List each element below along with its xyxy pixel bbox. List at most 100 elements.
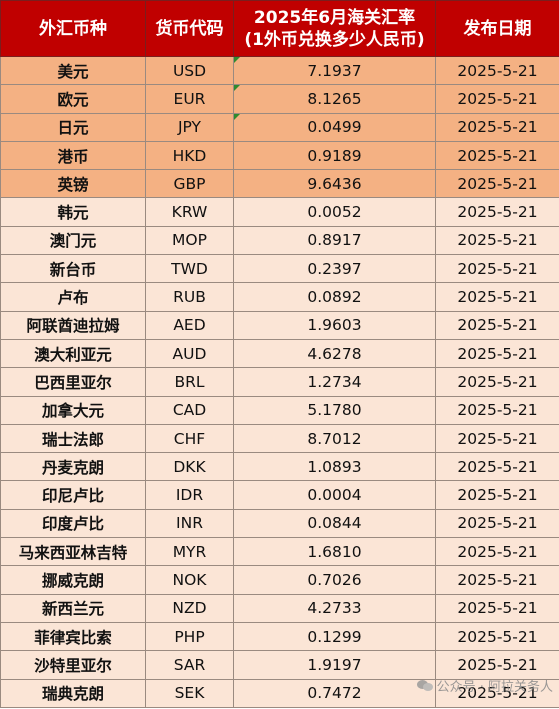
currency-name-cell: 瑞士法郎 [0, 423, 146, 454]
currency-name-cell: 卢布 [0, 282, 146, 312]
currency-name-cell: 挪威克朗 [0, 565, 146, 595]
exchange-rate-cell: 0.2397 [233, 254, 436, 284]
exchange-rate-cell: 8.1265 [233, 84, 436, 114]
currency-code-cell: TWD [145, 254, 234, 284]
exchange-rate-value: 0.0499 [307, 118, 362, 137]
exchange-rate-cell: 7.1937 [233, 55, 436, 86]
exchange-rate-value: 8.1265 [307, 89, 362, 108]
currency-code-cell: GBP [145, 169, 234, 199]
table-row: 印尼卢比 IDR 0.0004 2025-5-21 [0, 480, 559, 510]
publish-date-cell: 2025-5-21 [435, 310, 559, 340]
exchange-rate-cell: 4.6278 [233, 338, 436, 369]
table-row: 新西兰元 NZD 4.2733 2025-5-21 [0, 593, 559, 623]
publish-date-cell: 2025-5-21 [435, 84, 559, 114]
table-row: 新台币 TWD 0.2397 2025-5-21 [0, 254, 559, 284]
publish-date-cell: 2025-5-21 [435, 55, 559, 86]
currency-name-cell: 丹麦克朗 [0, 452, 146, 482]
publish-date-cell: 2025-5-21 [435, 480, 559, 510]
publish-date-cell: 2025-5-21 [435, 282, 559, 312]
currency-code-cell: MOP [145, 225, 234, 256]
currency-name-cell: 日元 [0, 112, 146, 142]
table-row: 丹麦克朗 DKK 1.0893 2025-5-21 [0, 452, 559, 482]
exchange-rate-cell: 1.2734 [233, 367, 436, 397]
exchange-rate-cell: 8.7012 [233, 423, 436, 454]
currency-name-cell: 阿联酋迪拉姆 [0, 310, 146, 340]
currency-code-cell: CAD [145, 395, 234, 425]
exchange-rate-cell: 0.0052 [233, 197, 436, 227]
comment-indicator-icon [234, 114, 240, 120]
table-row: 澳门元 MOP 0.8917 2025-5-21 [0, 225, 559, 256]
exchange-rate-cell: 0.7026 [233, 565, 436, 595]
exchange-rate-cell: 0.8917 [233, 225, 436, 256]
header-rate-subtitle: (1外币兑换多少人民币) [244, 29, 425, 50]
publish-date-cell: 2025-5-21 [435, 423, 559, 454]
table-row: 澳大利亚元 AUD 4.6278 2025-5-21 [0, 338, 559, 369]
publish-date-cell: 2025-5-21 [435, 537, 559, 567]
exchange-rate-cell: 0.0499 [233, 112, 436, 142]
currency-name-cell: 马来西亚林吉特 [0, 537, 146, 567]
currency-name-cell: 菲律宾比索 [0, 621, 146, 652]
table-row: 瑞典克朗 SEK 0.7472 2025-5-21 [0, 678, 559, 708]
currency-code-cell: HKD [145, 140, 234, 171]
currency-code-cell: INR [145, 508, 234, 539]
exchange-rate-cell: 0.0844 [233, 508, 436, 539]
publish-date-cell: 2025-5-21 [435, 112, 559, 142]
currency-name-cell: 新台币 [0, 254, 146, 284]
publish-date-cell: 2025-5-21 [435, 508, 559, 539]
currency-name-cell: 巴西里亚尔 [0, 367, 146, 397]
header-currency-code: 货币代码 [145, 0, 234, 57]
currency-code-cell: KRW [145, 197, 234, 227]
publish-date-cell: 2025-5-21 [435, 197, 559, 227]
exchange-rate-cell: 1.6810 [233, 537, 436, 567]
table-row: 韩元 KRW 0.0052 2025-5-21 [0, 197, 559, 227]
currency-name-cell: 新西兰元 [0, 593, 146, 623]
table-row: 马来西亚林吉特 MYR 1.6810 2025-5-21 [0, 537, 559, 567]
table-row: 印度卢比 INR 0.0844 2025-5-21 [0, 508, 559, 539]
exchange-rate-cell: 1.9197 [233, 650, 436, 680]
exchange-rate-cell: 1.9603 [233, 310, 436, 340]
header-rate-title: 2025年6月海关汇率 [253, 7, 416, 28]
table-row: 阿联酋迪拉姆 AED 1.9603 2025-5-21 [0, 310, 559, 340]
publish-date-cell: 2025-5-21 [435, 593, 559, 623]
table-row: 瑞士法郎 CHF 8.7012 2025-5-21 [0, 423, 559, 454]
table-row: 巴西里亚尔 BRL 1.2734 2025-5-21 [0, 367, 559, 397]
table-row: 菲律宾比索 PHP 0.1299 2025-5-21 [0, 621, 559, 652]
currency-code-cell: NZD [145, 593, 234, 623]
table-row: 欧元 EUR 8.1265 2025-5-21 [0, 84, 559, 114]
publish-date-cell: 2025-5-21 [435, 621, 559, 652]
publish-date-cell: 2025-5-21 [435, 254, 559, 284]
table-row: 沙特里亚尔 SAR 1.9197 2025-5-21 [0, 650, 559, 680]
currency-code-cell: MYR [145, 537, 234, 567]
currency-name-cell: 英镑 [0, 169, 146, 199]
currency-name-cell: 印尼卢比 [0, 480, 146, 510]
publish-date-cell: 2025-5-21 [435, 140, 559, 171]
comment-indicator-icon [234, 57, 240, 63]
currency-code-cell: BRL [145, 367, 234, 397]
currency-name-cell: 韩元 [0, 197, 146, 227]
exchange-rate-cell: 1.0893 [233, 452, 436, 482]
currency-code-cell: EUR [145, 84, 234, 114]
publish-date-cell: 2025-5-21 [435, 338, 559, 369]
exchange-rate-cell: 0.9189 [233, 140, 436, 171]
publish-date-cell: 2025-5-21 [435, 678, 559, 708]
publish-date-cell: 2025-5-21 [435, 367, 559, 397]
table-row: 加拿大元 CAD 5.1780 2025-5-21 [0, 395, 559, 425]
currency-code-cell: USD [145, 55, 234, 86]
table-row: 挪威克朗 NOK 0.7026 2025-5-21 [0, 565, 559, 595]
currency-name-cell: 瑞典克朗 [0, 678, 146, 708]
currency-code-cell: AED [145, 310, 234, 340]
currency-name-cell: 沙特里亚尔 [0, 650, 146, 680]
publish-date-cell: 2025-5-21 [435, 650, 559, 680]
exchange-rate-cell: 9.6436 [233, 169, 436, 199]
currency-code-cell: NOK [145, 565, 234, 595]
header-currency-name: 外汇币种 [0, 0, 146, 57]
publish-date-cell: 2025-5-21 [435, 395, 559, 425]
table-row: 美元 USD 7.1937 2025-5-21 [0, 55, 559, 86]
exchange-rate-cell: 0.0892 [233, 282, 436, 312]
exchange-rate-cell: 0.7472 [233, 678, 436, 708]
exchange-rate-cell: 0.0004 [233, 480, 436, 510]
currency-code-cell: PHP [145, 621, 234, 652]
exchange-rate-cell: 0.1299 [233, 621, 436, 652]
currency-name-cell: 美元 [0, 55, 146, 86]
